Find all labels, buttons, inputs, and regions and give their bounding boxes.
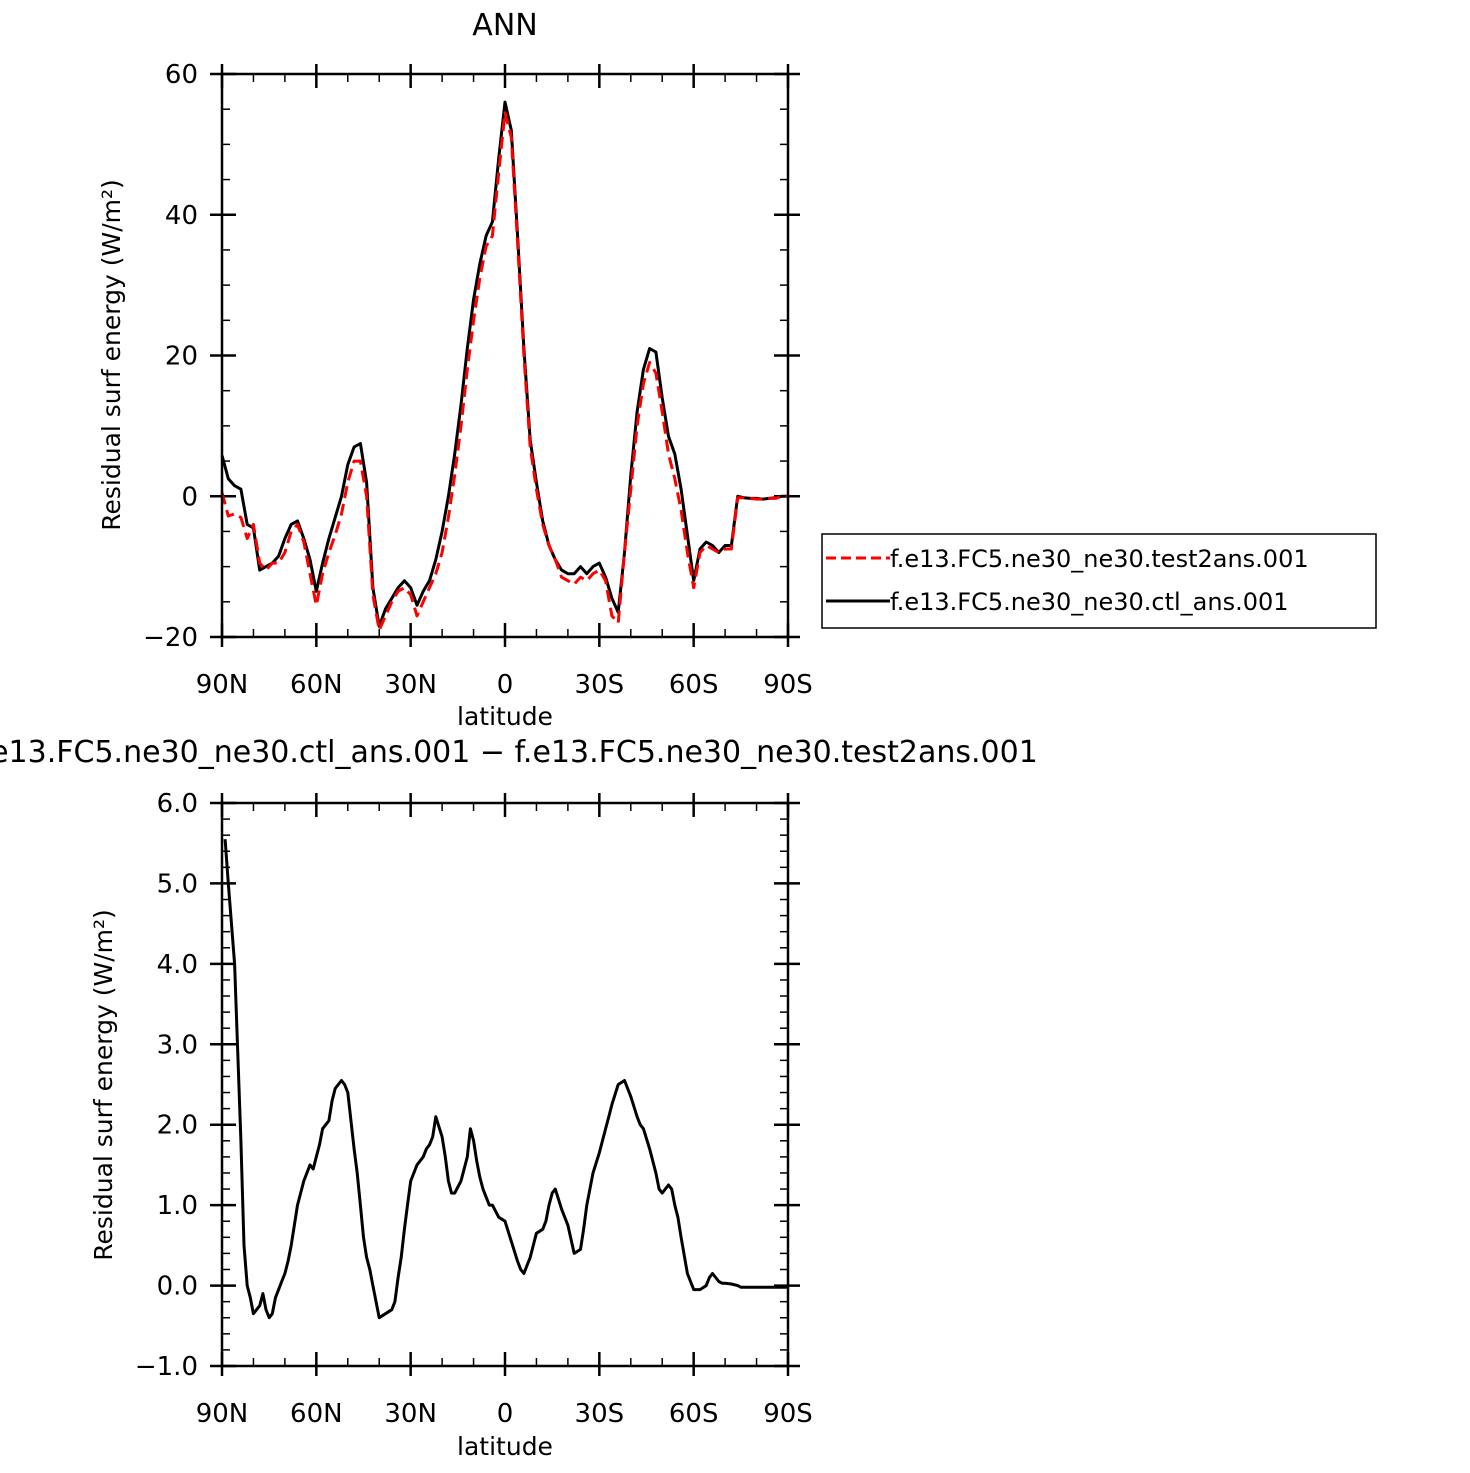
panel-top-title: ANN: [472, 8, 537, 43]
x-tick-label: 0: [497, 1399, 514, 1429]
panel-top-ytick-labels: −20 0 20 40 60: [143, 60, 198, 653]
x-tick-label: 30N: [384, 1399, 437, 1429]
x-tick-label: 60N: [290, 670, 343, 700]
series-line-0: [223, 839, 788, 1320]
panel-top-ylabel: Residual surf energy (W/m²): [97, 179, 126, 531]
legend-label-ctl-ans: f.e13.FC5.ne30_ne30.ctl_ans.001: [890, 588, 1289, 616]
x-tick-label: 0: [497, 670, 514, 700]
y-tick-label: 1.0: [157, 1191, 198, 1221]
panel-top-xlabel: latitude: [457, 702, 553, 731]
y-tick-label: 2.0: [157, 1111, 198, 1141]
panel-bottom-ytick-labels: −1.0 0.0 1.0 2.0 3.0 4.0 5.0 6.0: [135, 789, 198, 1382]
x-tick-label: 30S: [575, 1399, 625, 1429]
panel-bottom-minor-ticks: [222, 802, 788, 1367]
panel-bottom: f.e13.FC5.ne30_ne30.ctl_ans.001 − f.e13.…: [0, 735, 1038, 1461]
y-tick-label: 20: [165, 342, 198, 372]
panel-bottom-title: f.e13.FC5.ne30_ne30.ctl_ans.001 − f.e13.…: [0, 735, 1038, 770]
panel-bottom-frame: [220, 801, 790, 1368]
y-tick-label: −20: [143, 623, 198, 653]
y-tick-label: 6.0: [157, 789, 198, 819]
panel-top-series: [220, 100, 788, 632]
x-tick-label: 90S: [763, 1399, 813, 1429]
panel-bottom-major-ticks: [210, 793, 800, 1376]
panel-bottom-xtick-labels: 90N 60N 30N 0 30S 60S 90S: [196, 1399, 813, 1429]
panel-top-major-ticks: [210, 64, 800, 647]
y-tick-label: 60: [165, 60, 198, 90]
x-tick-label: 90S: [763, 670, 813, 700]
panel-top: ANN −20 0 20 40 60 90N 60N 30N 0 30S 60S 90S latit…: [97, 8, 1377, 731]
panel-bottom-xlabel: latitude: [457, 1432, 553, 1461]
y-tick-label: −1.0: [135, 1352, 198, 1382]
panel-top-frame: [220, 72, 790, 639]
y-tick-label: 3.0: [157, 1030, 198, 1060]
x-tick-label: 90N: [196, 1399, 249, 1429]
legend-frame: [821, 533, 1377, 629]
x-tick-label: 30S: [575, 670, 625, 700]
panel-bottom-ylabel: Residual surf energy (W/m²): [89, 909, 118, 1261]
x-tick-label: 60S: [669, 670, 719, 700]
y-tick-label: 5.0: [157, 869, 198, 899]
series-line-0: [220, 111, 788, 632]
series-line-1: [220, 100, 788, 628]
y-tick-label: 40: [165, 201, 198, 231]
legend: f.e13.FC5.ne30_ne30.test2ans.001 f.e13.F…: [821, 533, 1377, 629]
x-tick-label: 90N: [196, 670, 249, 700]
legend-label-test2ans: f.e13.FC5.ne30_ne30.test2ans.001: [890, 545, 1309, 573]
y-tick-label: 0: [181, 482, 198, 512]
y-tick-label: 4.0: [157, 950, 198, 980]
x-tick-label: 30N: [384, 670, 437, 700]
x-tick-label: 60N: [290, 1399, 343, 1429]
panel-top-xtick-labels: 90N 60N 30N 0 30S 60S 90S: [196, 670, 813, 700]
x-tick-label: 60S: [669, 1399, 719, 1429]
panel-bottom-series: [223, 839, 788, 1320]
y-tick-label: 0.0: [157, 1272, 198, 1302]
